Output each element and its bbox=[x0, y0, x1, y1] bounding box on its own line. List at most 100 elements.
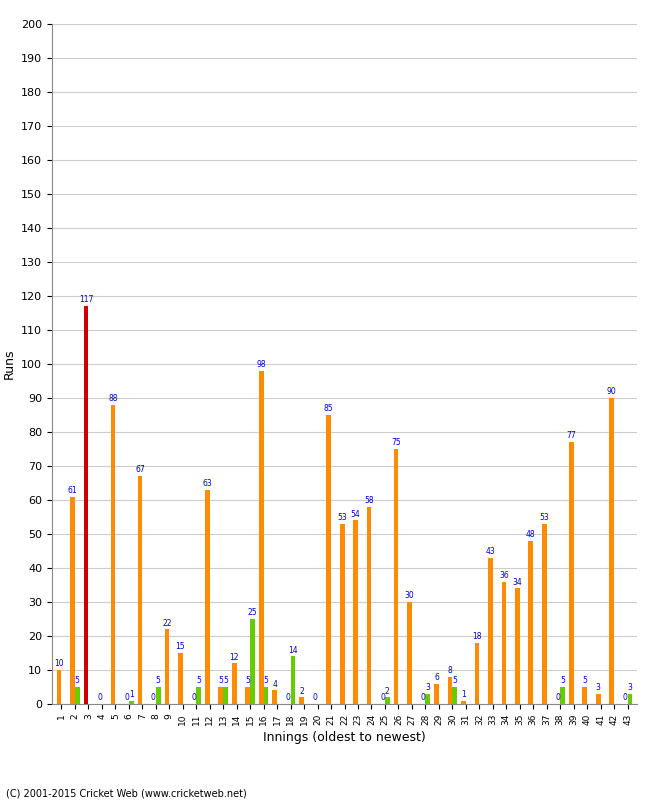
Bar bbox=[609, 398, 614, 704]
Text: 12: 12 bbox=[229, 653, 239, 662]
Bar bbox=[560, 687, 565, 704]
Text: 8: 8 bbox=[448, 666, 452, 675]
Text: 0: 0 bbox=[97, 694, 102, 702]
Bar bbox=[452, 687, 457, 704]
Bar bbox=[250, 619, 255, 704]
Bar bbox=[488, 558, 493, 704]
Bar bbox=[434, 683, 439, 704]
Text: 48: 48 bbox=[526, 530, 536, 539]
Bar bbox=[542, 524, 547, 704]
Bar bbox=[385, 697, 389, 704]
Text: 0: 0 bbox=[124, 694, 129, 702]
Text: 0: 0 bbox=[151, 694, 156, 702]
Bar bbox=[264, 687, 268, 704]
Text: 85: 85 bbox=[324, 404, 333, 414]
Text: 5: 5 bbox=[245, 676, 250, 686]
Text: 5: 5 bbox=[75, 676, 80, 686]
X-axis label: Innings (oldest to newest): Innings (oldest to newest) bbox=[263, 730, 426, 744]
Bar bbox=[596, 694, 601, 704]
Bar bbox=[528, 541, 533, 704]
Text: 58: 58 bbox=[364, 496, 374, 505]
Bar bbox=[218, 687, 223, 704]
Bar bbox=[367, 507, 371, 704]
Text: 3: 3 bbox=[627, 683, 632, 692]
Text: 5: 5 bbox=[223, 676, 228, 686]
Bar bbox=[232, 663, 237, 704]
Text: 5: 5 bbox=[156, 676, 161, 686]
Text: 98: 98 bbox=[257, 360, 266, 369]
Text: 0: 0 bbox=[380, 694, 385, 702]
Text: 43: 43 bbox=[486, 547, 495, 556]
Bar bbox=[394, 449, 398, 704]
Text: 3: 3 bbox=[596, 683, 601, 692]
Text: 63: 63 bbox=[202, 479, 212, 488]
Bar bbox=[448, 677, 452, 704]
Bar bbox=[461, 701, 466, 704]
Bar bbox=[223, 687, 228, 704]
Text: 1: 1 bbox=[129, 690, 133, 699]
Bar bbox=[272, 690, 277, 704]
Text: 0: 0 bbox=[286, 694, 291, 702]
Bar bbox=[84, 306, 88, 704]
Text: 53: 53 bbox=[540, 513, 549, 522]
Bar bbox=[474, 643, 479, 704]
Bar bbox=[205, 490, 210, 704]
Bar bbox=[502, 582, 506, 704]
Text: 5: 5 bbox=[452, 676, 457, 686]
Bar bbox=[515, 589, 520, 704]
Bar bbox=[425, 694, 430, 704]
Bar bbox=[407, 602, 412, 704]
Bar bbox=[353, 520, 358, 704]
Bar bbox=[164, 629, 169, 704]
Bar bbox=[291, 656, 295, 704]
Text: 2: 2 bbox=[300, 686, 304, 695]
Bar bbox=[196, 687, 201, 704]
Text: 18: 18 bbox=[472, 632, 482, 641]
Text: 0: 0 bbox=[313, 694, 318, 702]
Text: 53: 53 bbox=[337, 513, 347, 522]
Text: 54: 54 bbox=[351, 510, 361, 518]
Bar bbox=[582, 687, 587, 704]
Text: 117: 117 bbox=[79, 295, 93, 305]
Bar bbox=[70, 497, 75, 704]
Text: 77: 77 bbox=[566, 431, 576, 441]
Bar bbox=[340, 524, 344, 704]
Text: 5: 5 bbox=[196, 676, 201, 686]
Bar bbox=[129, 701, 133, 704]
Bar bbox=[569, 442, 574, 704]
Text: 88: 88 bbox=[109, 394, 118, 403]
Text: 1: 1 bbox=[461, 690, 466, 699]
Text: 3: 3 bbox=[425, 683, 430, 692]
Text: 5: 5 bbox=[263, 676, 268, 686]
Bar bbox=[57, 670, 62, 704]
Bar bbox=[259, 371, 264, 704]
Bar bbox=[326, 415, 331, 704]
Text: 10: 10 bbox=[54, 659, 64, 668]
Text: 90: 90 bbox=[607, 387, 617, 396]
Text: 0: 0 bbox=[421, 694, 426, 702]
Text: 4: 4 bbox=[272, 680, 277, 689]
Bar bbox=[178, 653, 183, 704]
Text: 22: 22 bbox=[162, 618, 172, 627]
Bar bbox=[138, 476, 142, 704]
Text: 61: 61 bbox=[68, 486, 77, 495]
Text: 5: 5 bbox=[582, 676, 587, 686]
Text: 6: 6 bbox=[434, 673, 439, 682]
Text: 5: 5 bbox=[560, 676, 565, 686]
Text: 0: 0 bbox=[555, 694, 560, 702]
Text: 2: 2 bbox=[385, 686, 389, 695]
Text: 75: 75 bbox=[391, 438, 401, 447]
Bar bbox=[156, 687, 161, 704]
Bar bbox=[300, 697, 304, 704]
Text: 5: 5 bbox=[218, 676, 223, 686]
Bar bbox=[75, 687, 80, 704]
Bar bbox=[246, 687, 250, 704]
Text: 30: 30 bbox=[405, 591, 415, 600]
Text: 14: 14 bbox=[288, 646, 298, 654]
Bar bbox=[627, 694, 632, 704]
Text: 0: 0 bbox=[623, 694, 628, 702]
Text: 34: 34 bbox=[512, 578, 522, 586]
Text: (C) 2001-2015 Cricket Web (www.cricketweb.net): (C) 2001-2015 Cricket Web (www.cricketwe… bbox=[6, 788, 247, 798]
Text: 15: 15 bbox=[176, 642, 185, 651]
Y-axis label: Runs: Runs bbox=[3, 349, 16, 379]
